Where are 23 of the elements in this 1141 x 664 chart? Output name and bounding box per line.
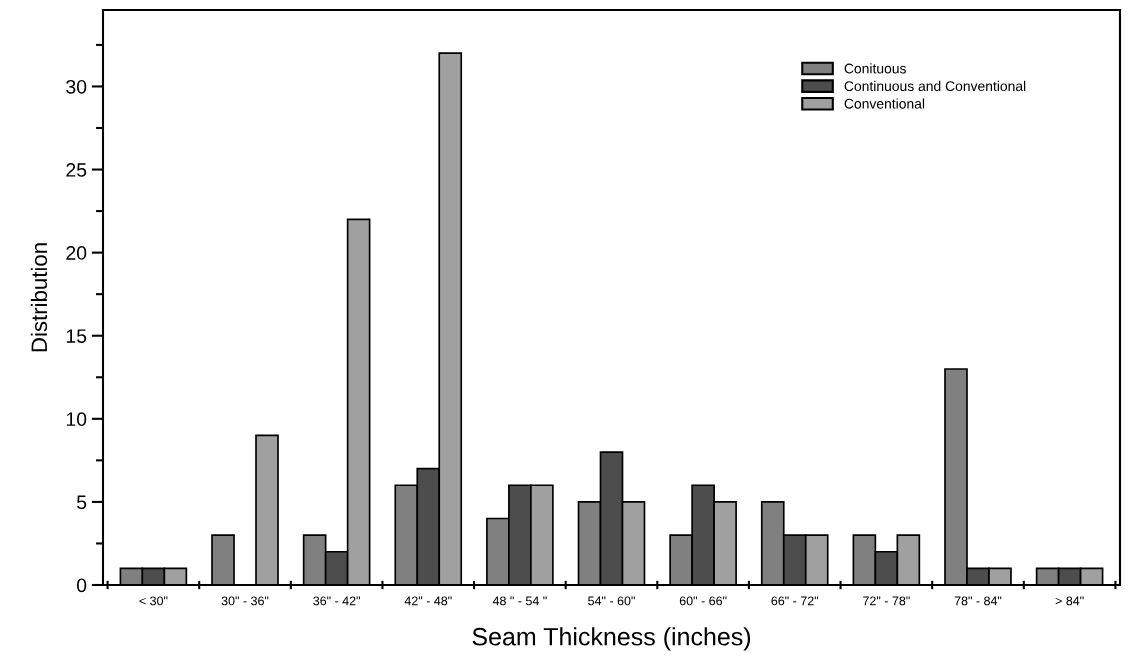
x-tick-label: 42" - 48"	[404, 596, 452, 606]
x-tick-label: 54" - 60"	[588, 596, 635, 606]
y-tick-label: 10	[66, 412, 87, 427]
legend-label: Conventional	[844, 98, 925, 109]
y-tick-label: 25	[66, 163, 87, 177]
x-tick-label: 78" - 84"	[954, 596, 1002, 606]
y-tick-label: 20	[66, 246, 87, 260]
y-tick-label: 30	[66, 79, 87, 94]
x-tick-label: > 84"	[1055, 596, 1084, 606]
legend-label: Continuous and Conventional	[844, 80, 1026, 92]
x-tick-label: 48 " - 54 "	[492, 596, 547, 606]
x-tick-label: 60" - 66"	[679, 596, 727, 606]
y-axis-title: Distribution	[30, 243, 48, 352]
x-tick-label: 66" - 72"	[771, 596, 819, 606]
legend-label: Conituous	[844, 63, 906, 74]
x-axis-title: Seam Thickness (inches)	[472, 627, 751, 651]
x-tick-label: 72" - 78"	[863, 596, 910, 606]
x-tick-label: 36" - 42"	[313, 596, 360, 606]
y-tick-label: 15	[66, 329, 87, 343]
y-tick-label: 0	[76, 578, 87, 593]
y-tick-label: 5	[76, 495, 87, 510]
x-tick-label: < 30"	[139, 596, 168, 606]
x-tick-label: 30" - 36"	[221, 596, 269, 606]
